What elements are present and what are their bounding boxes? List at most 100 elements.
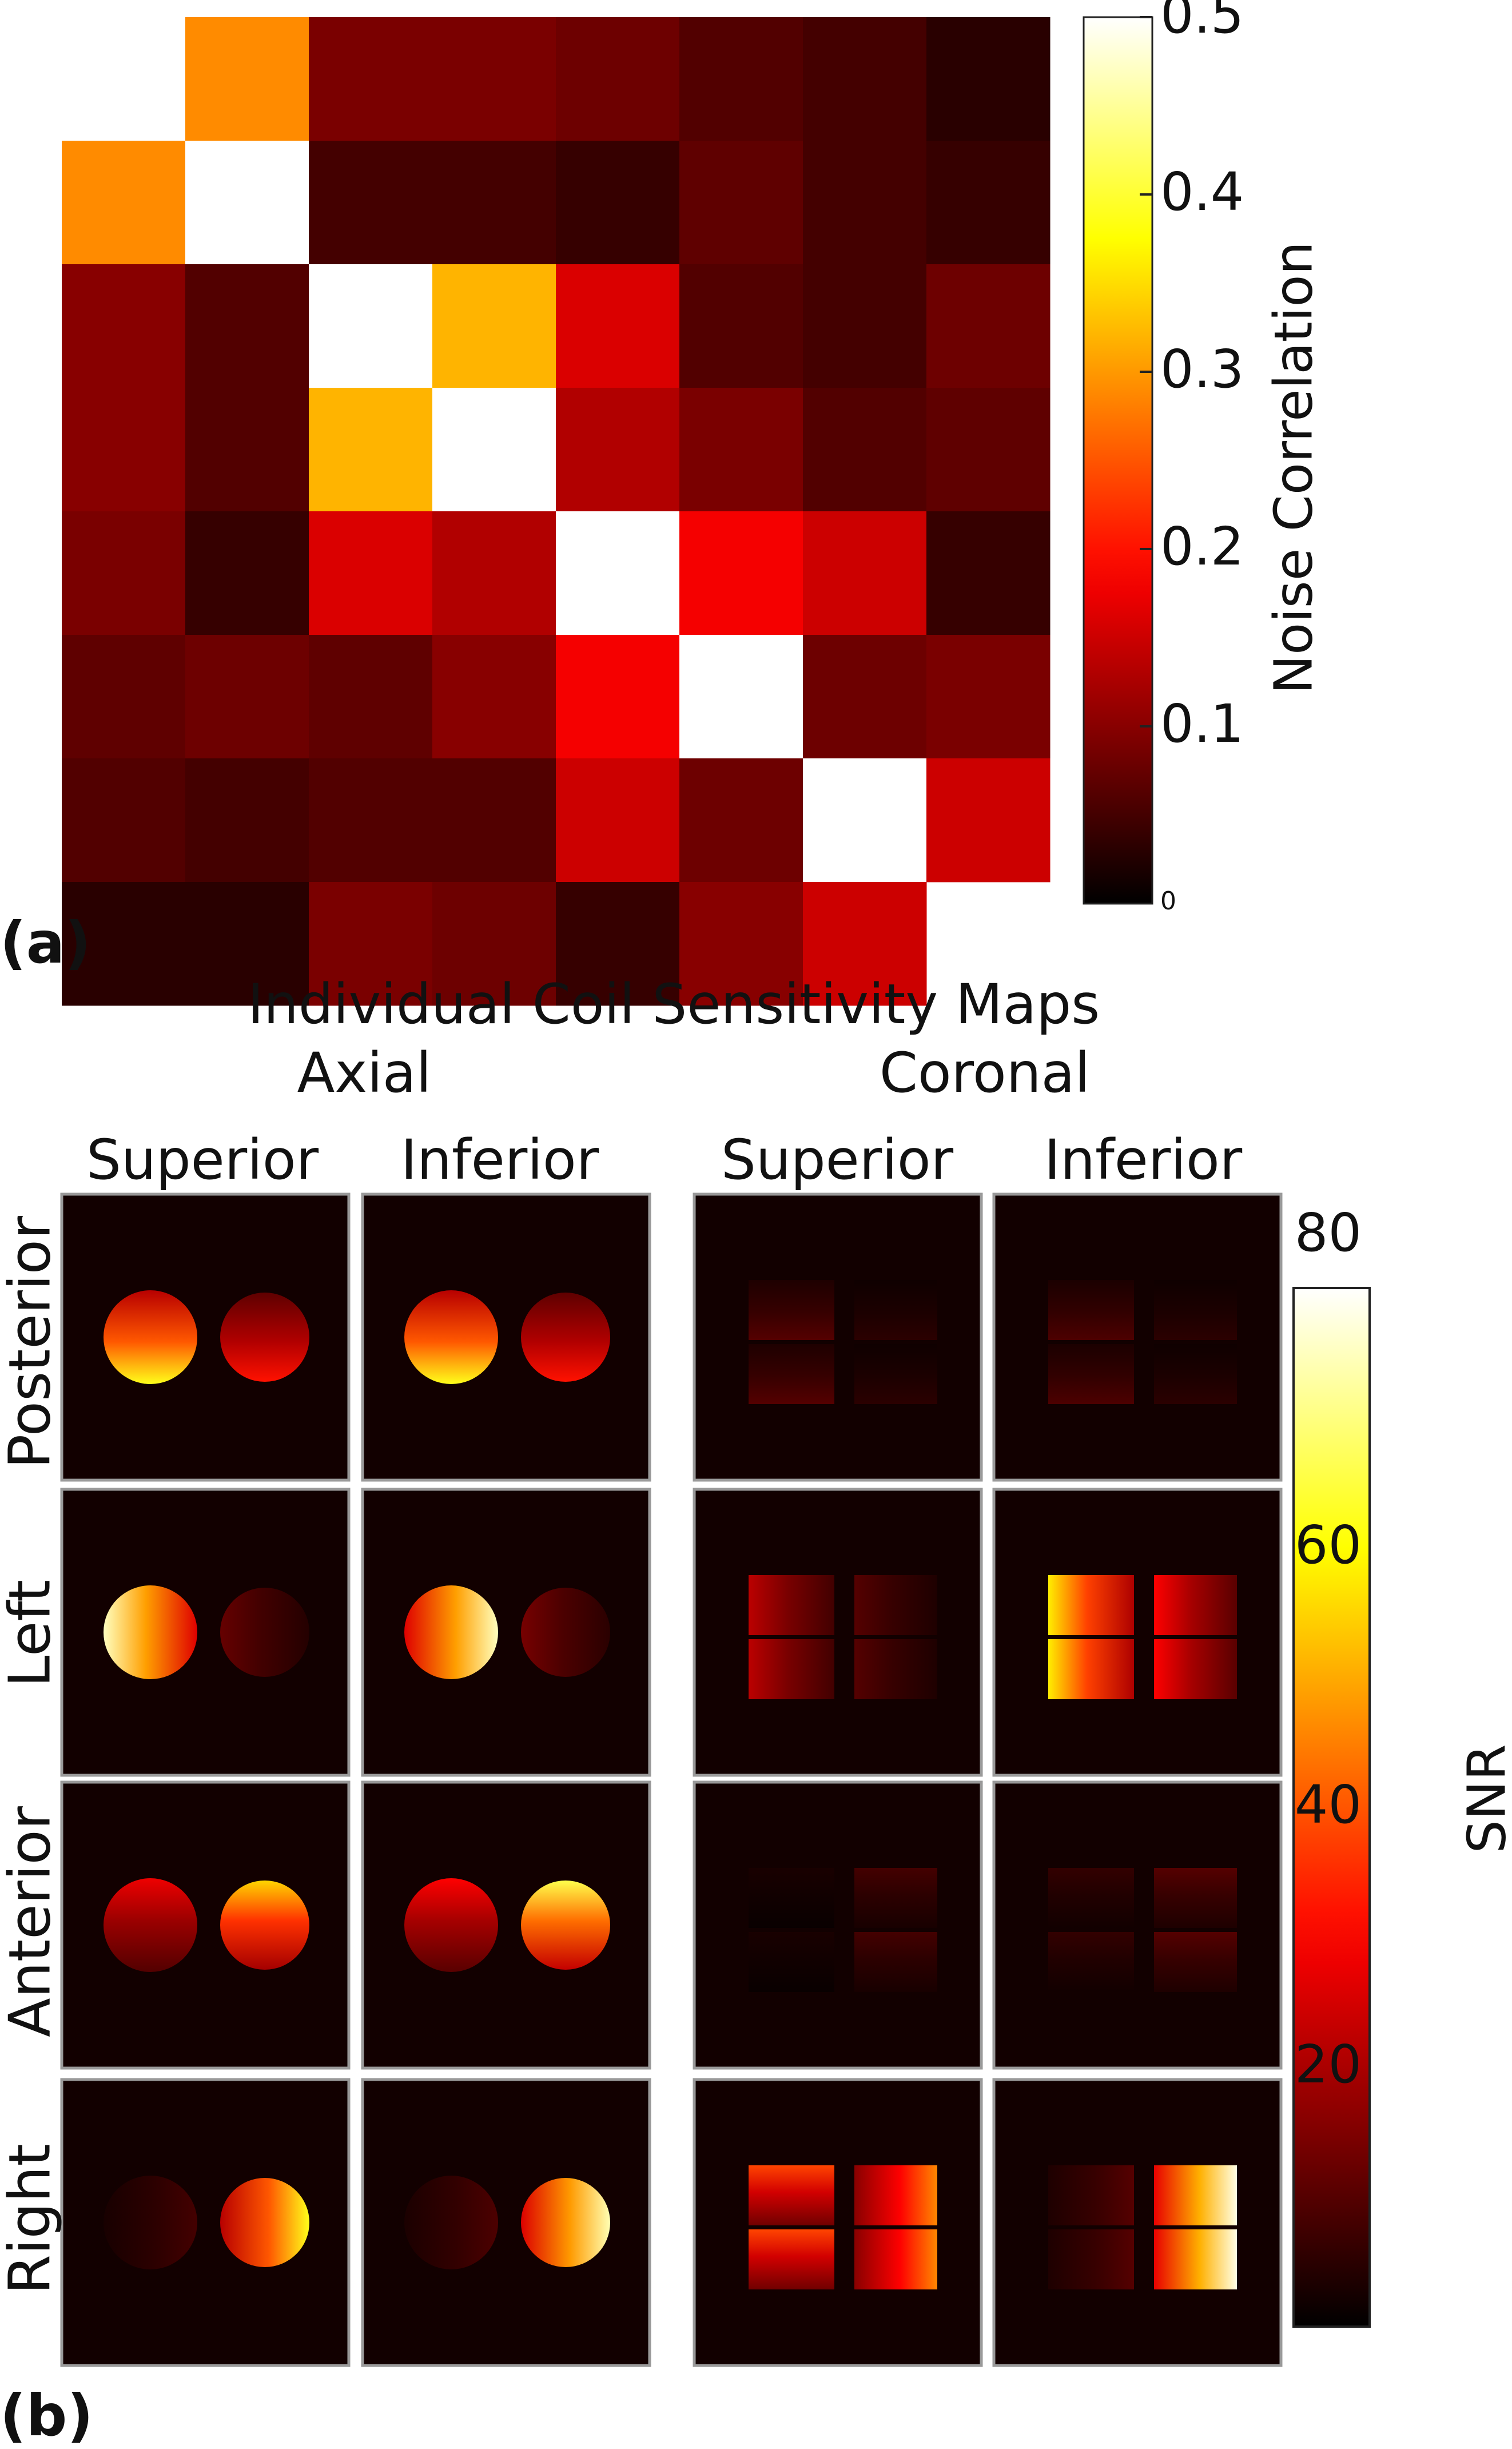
right-phantom-lower — [1154, 1639, 1237, 1699]
left-phantom-lower — [1048, 1344, 1134, 1404]
left-phantom-lower — [1048, 1932, 1134, 1992]
matrix-cell-r7-c4 — [432, 758, 556, 882]
matrix-cell-r2-c3 — [309, 141, 433, 265]
right-phantom — [220, 1881, 309, 1970]
noise-colorbar-tick-label: 0.1 — [1160, 693, 1244, 754]
left-phantom-lower — [749, 1344, 834, 1404]
matrix-cell-r4-c2 — [185, 388, 309, 512]
matrix-cell-r3-c4 — [432, 264, 556, 388]
matrix-cell-r2-c1 — [62, 141, 186, 265]
noise-correlation-axis-label: Noise Correlation — [1263, 241, 1324, 694]
right-phantom-upper — [1154, 1575, 1237, 1635]
sensitivity-tile-right-axial-superior — [62, 2080, 349, 2365]
matrix-cell-r5-c8 — [926, 511, 1051, 635]
right-phantom — [521, 1588, 610, 1677]
matrix-cell-r2-c6 — [679, 141, 803, 265]
right-phantom-lower — [1154, 1344, 1237, 1404]
matrix-cell-r3-c2 — [185, 264, 309, 388]
left-phantom-upper — [1048, 1868, 1134, 1928]
left-phantom-upper — [749, 1280, 834, 1340]
right-phantom — [521, 1881, 610, 1970]
matrix-cell-r3-c7 — [803, 264, 927, 388]
matrix-cell-r4-c3 — [309, 388, 433, 512]
snr-colorbar-tick-label: 40 — [1295, 1774, 1362, 1835]
matrix-cell-r3-c8 — [926, 264, 1051, 388]
right-phantom-upper — [1154, 1868, 1237, 1928]
right-phantom-upper — [854, 1575, 937, 1635]
matrix-cell-r2-c5 — [556, 141, 680, 265]
matrix-cell-r5-c6 — [679, 511, 803, 635]
matrix-cell-r2-c2 — [185, 141, 309, 265]
left-phantom-lower — [749, 2229, 834, 2289]
matrix-cell-r7-c2 — [185, 758, 309, 882]
left-phantom-lower — [1048, 2229, 1134, 2289]
matrix-cell-r7-c3 — [309, 758, 433, 882]
sensitivity-tile-left-coronal-superior — [694, 1489, 981, 1775]
right-phantom-lower — [854, 2229, 937, 2289]
sensitivity-tile-posterior-axial-inferior — [363, 1194, 650, 1480]
matrix-cell-r7-c1 — [62, 758, 186, 882]
right-phantom-lower — [854, 1639, 937, 1699]
left-phantom — [104, 1878, 197, 1972]
matrix-cell-r3-c5 — [556, 264, 680, 388]
sensitivity-tile-anterior-axial-superior — [62, 1782, 349, 2068]
sensitivity-tile-left-axial-superior — [62, 1489, 349, 1775]
left-phantom — [404, 1290, 498, 1384]
matrix-cell-r7-c5 — [556, 758, 680, 882]
matrix-cell-r1-c7 — [803, 17, 927, 141]
left-phantom — [404, 2176, 498, 2269]
left-phantom-upper — [749, 1868, 834, 1928]
left-phantom-upper — [1048, 1280, 1134, 1340]
matrix-cell-r6-c5 — [556, 635, 680, 759]
matrix-cell-r5-c7 — [803, 511, 927, 635]
right-phantom-upper — [1154, 1280, 1237, 1340]
noise-colorbar-tick-label: 0.4 — [1160, 161, 1244, 222]
row-label-posterior: Posterior — [0, 1216, 63, 1469]
matrix-cell-r7-c8 — [926, 758, 1051, 882]
sensitivity-tile-right-coronal-superior — [694, 2080, 981, 2365]
matrix-cell-r1-c3 — [309, 17, 433, 141]
left-phantom-upper — [1048, 2165, 1134, 2225]
coil-sensitivity-maps — [62, 1194, 1281, 2365]
panel-b-label: (b) — [0, 2382, 93, 2449]
matrix-cell-r3-c3 — [309, 264, 433, 388]
left-phantom-lower — [1048, 1639, 1134, 1699]
matrix-cell-r6-c2 — [185, 635, 309, 759]
matrix-cell-r6-c1 — [62, 635, 186, 759]
matrix-cell-r6-c4 — [432, 635, 556, 759]
right-phantom — [220, 2178, 309, 2267]
matrix-cell-r3-c6 — [679, 264, 803, 388]
matrix-cell-r5-c4 — [432, 511, 556, 635]
right-phantom-upper — [854, 1280, 937, 1340]
matrix-cell-r1-c8 — [926, 17, 1051, 141]
sensitivity-tile-right-axial-inferior — [363, 2080, 650, 2365]
matrix-cell-r4-c6 — [679, 388, 803, 512]
sensitivity-tile-anterior-coronal-superior — [694, 1782, 981, 2068]
column-label-axial-inferior: Inferior — [401, 1128, 599, 1192]
right-phantom-lower — [854, 1344, 937, 1404]
snr-colorbar-tick-label: 80 — [1295, 1202, 1362, 1263]
left-phantom — [404, 1585, 498, 1679]
right-phantom-lower — [1154, 1932, 1237, 1992]
matrix-cell-r6-c3 — [309, 635, 433, 759]
matrix-cell-r4-c1 — [62, 388, 186, 512]
right-phantom — [220, 1293, 309, 1382]
matrix-cell-r6-c8 — [926, 635, 1051, 759]
sensitivity-tile-anterior-coronal-inferior — [994, 1782, 1281, 2068]
left-phantom-lower — [749, 1639, 834, 1699]
matrix-cell-r3-c1 — [62, 264, 186, 388]
matrix-cell-r4-c8 — [926, 388, 1051, 512]
matrix-cell-r7-c6 — [679, 758, 803, 882]
group-label-axial: Axial — [297, 1041, 432, 1105]
snr-axis-label: SNR — [1457, 1744, 1512, 1853]
column-label-axial-superior: Superior — [86, 1128, 319, 1192]
row-label-right: Right — [0, 2144, 63, 2294]
group-label-coronal: Coronal — [880, 1041, 1090, 1105]
matrix-cell-r5-c3 — [309, 511, 433, 635]
noise-colorbar-tick-label: 0.2 — [1160, 516, 1244, 577]
left-phantom — [104, 1585, 197, 1679]
matrix-cell-r6-c7 — [803, 635, 927, 759]
column-label-coronal-superior: Superior — [721, 1128, 953, 1192]
sensitivity-tile-right-coronal-inferior — [994, 2080, 1281, 2365]
left-phantom — [104, 1290, 197, 1384]
